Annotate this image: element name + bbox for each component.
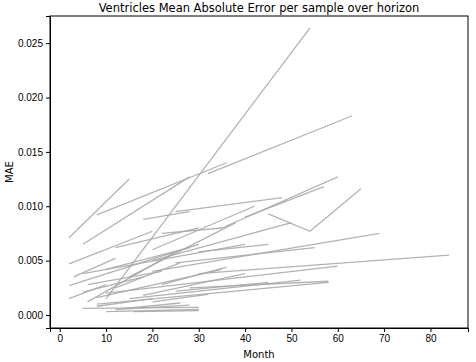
- chart: 010203040506070800.0000.0050.0100.0150.0…: [0, 0, 476, 362]
- y-tick: 0.025: [18, 38, 50, 49]
- y-tick: 0.015: [18, 147, 50, 158]
- series-line: [129, 280, 300, 298]
- series-line: [143, 212, 189, 220]
- series-line: [134, 311, 199, 312]
- y-tick-mark: [46, 98, 50, 99]
- y-tick-label: 0.010: [18, 201, 43, 212]
- x-tick-mark: [338, 328, 339, 332]
- series-line: [222, 177, 338, 228]
- plot: 010203040506070800.0000.0050.0100.0150.0…: [18, 16, 469, 344]
- y-axis-title: MAE: [4, 161, 15, 183]
- x-tick-mark: [384, 328, 385, 332]
- y-tick-label: 0.000: [18, 310, 43, 321]
- x-tick: 30: [194, 328, 206, 344]
- x-tick-label: 40: [240, 333, 252, 344]
- series-line: [69, 285, 106, 299]
- series-line: [125, 303, 181, 308]
- x-axis-line: [51, 329, 469, 333]
- series-line: [152, 294, 208, 302]
- series-line: [245, 187, 324, 217]
- x-tick-label: 80: [425, 333, 437, 344]
- x-tick-label: 60: [333, 333, 345, 344]
- y-tick: 0.005: [18, 255, 50, 266]
- x-tick: 80: [425, 328, 437, 344]
- series-line: [106, 248, 189, 270]
- x-tick-mark: [60, 328, 61, 332]
- x-tick: 20: [147, 328, 159, 344]
- series-line: [106, 28, 310, 299]
- series-line: [69, 179, 129, 238]
- series-line: [143, 274, 245, 296]
- x-tick-label: 30: [194, 333, 206, 344]
- x-tick-label: 70: [379, 333, 391, 344]
- x-tick: 10: [101, 328, 113, 344]
- series-line: [97, 299, 153, 307]
- series-line: [152, 233, 379, 271]
- x-tick-mark: [152, 328, 153, 332]
- x-tick-mark: [430, 328, 431, 332]
- series-line: [97, 282, 329, 304]
- y-tick: 0.020: [18, 92, 50, 103]
- x-tick-mark: [291, 328, 292, 332]
- x-axis-title: Month: [243, 349, 274, 360]
- x-tick-mark: [106, 328, 107, 332]
- y-tick-mark: [46, 152, 50, 153]
- title: Ventricles Mean Absolute Error per sampl…: [99, 1, 420, 15]
- y-tick: 0.000: [18, 310, 50, 321]
- lines: [69, 28, 449, 312]
- x-tick: 60: [333, 328, 345, 344]
- x-tick-label: 50: [286, 333, 298, 344]
- y-tick: 0.010: [18, 201, 50, 212]
- y-tick-label: 0.020: [18, 92, 43, 103]
- series-line: [115, 263, 180, 288]
- series-line: [162, 267, 227, 284]
- y-axis: 0.000 0.005 0.010 0.015 0.020 0.025: [18, 17, 51, 329]
- series-line: [69, 231, 152, 264]
- y-tick-mark: [46, 261, 50, 262]
- x-tick-mark: [245, 328, 246, 332]
- series-line: [152, 206, 254, 249]
- x-tick-label: 10: [101, 333, 113, 344]
- x-axis: 0 10 20 30 40 50 60 70 80: [51, 328, 469, 344]
- y-tick-label: 0.025: [18, 38, 43, 49]
- series-line: [74, 258, 116, 276]
- series-line: [88, 271, 162, 284]
- x-tick-mark: [199, 328, 200, 332]
- x-tick: 0: [57, 328, 63, 344]
- series-line: [199, 244, 269, 252]
- x-tick-label: 20: [147, 333, 159, 344]
- series-line: [162, 228, 222, 233]
- x-tick: 50: [286, 328, 298, 344]
- series-line: [115, 228, 198, 248]
- y-tick-label: 0.015: [18, 147, 43, 158]
- series-line: [152, 223, 291, 261]
- series-line: [208, 116, 352, 174]
- y-tick-mark: [46, 206, 50, 207]
- x-tick: 70: [379, 328, 391, 344]
- x-tick: 40: [240, 328, 252, 344]
- x-tick-label: 0: [57, 333, 63, 344]
- y-tick-label: 0.005: [18, 255, 43, 266]
- plot-frame: [50, 16, 468, 328]
- series-line: [176, 248, 315, 263]
- y-tick-mark: [46, 315, 50, 316]
- series-line: [189, 281, 328, 288]
- series-line: [199, 255, 449, 273]
- y-tick-mark: [46, 43, 50, 44]
